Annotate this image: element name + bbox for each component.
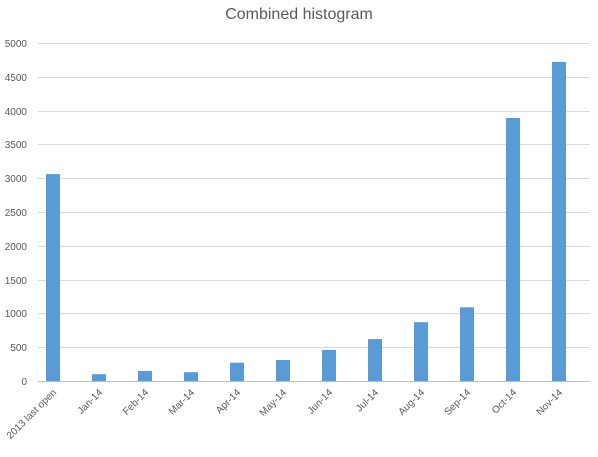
bar-7 bbox=[368, 339, 382, 381]
bar-10 bbox=[506, 118, 520, 381]
y-tick-label-6: 3000 bbox=[5, 174, 28, 185]
x-tick-label-11: Nov-14 bbox=[535, 387, 566, 418]
x-tick-label-0: 2013 last open bbox=[5, 387, 59, 441]
bar-1 bbox=[92, 374, 106, 381]
x-tick-label-4: Apr-14 bbox=[214, 387, 243, 416]
x-tick-label-8: Aug-14 bbox=[397, 387, 428, 418]
y-tick-label-0: 0 bbox=[21, 377, 27, 388]
bar-8 bbox=[414, 322, 428, 381]
y-tick-label-10: 5000 bbox=[5, 39, 28, 50]
y-tick-label-8: 4000 bbox=[5, 107, 28, 118]
bar-5 bbox=[276, 360, 290, 381]
y-tick-label-1: 500 bbox=[10, 343, 27, 354]
bar-4 bbox=[230, 362, 244, 381]
x-tick-label-6: Jun-14 bbox=[306, 387, 336, 417]
x-tick-label-10: Oct-14 bbox=[490, 387, 519, 416]
bar-6 bbox=[322, 349, 336, 381]
chart-title: Combined histogram bbox=[225, 6, 373, 23]
bar-2 bbox=[138, 370, 152, 381]
x-tick-label-2: Feb-14 bbox=[121, 387, 151, 417]
x-tick-label-1: Jan-14 bbox=[76, 387, 106, 417]
y-tick-label-4: 2000 bbox=[5, 242, 28, 253]
bar-9 bbox=[460, 307, 474, 381]
x-tick-label-3: Mar-14 bbox=[167, 387, 197, 417]
y-tick-label-3: 1500 bbox=[5, 276, 28, 287]
bar-3 bbox=[184, 372, 198, 381]
y-tick-label-9: 4500 bbox=[5, 73, 28, 84]
y-tick-label-7: 3500 bbox=[5, 140, 28, 151]
x-tick-label-7: Jul-14 bbox=[354, 387, 381, 414]
bar-11 bbox=[552, 61, 566, 382]
y-tick-label-5: 2500 bbox=[5, 208, 28, 219]
x-tick-label-5: May-14 bbox=[258, 387, 290, 419]
x-tick-label-9: Sep-14 bbox=[443, 387, 474, 418]
bar-0 bbox=[46, 174, 60, 381]
y-tick-label-2: 1000 bbox=[5, 309, 28, 320]
